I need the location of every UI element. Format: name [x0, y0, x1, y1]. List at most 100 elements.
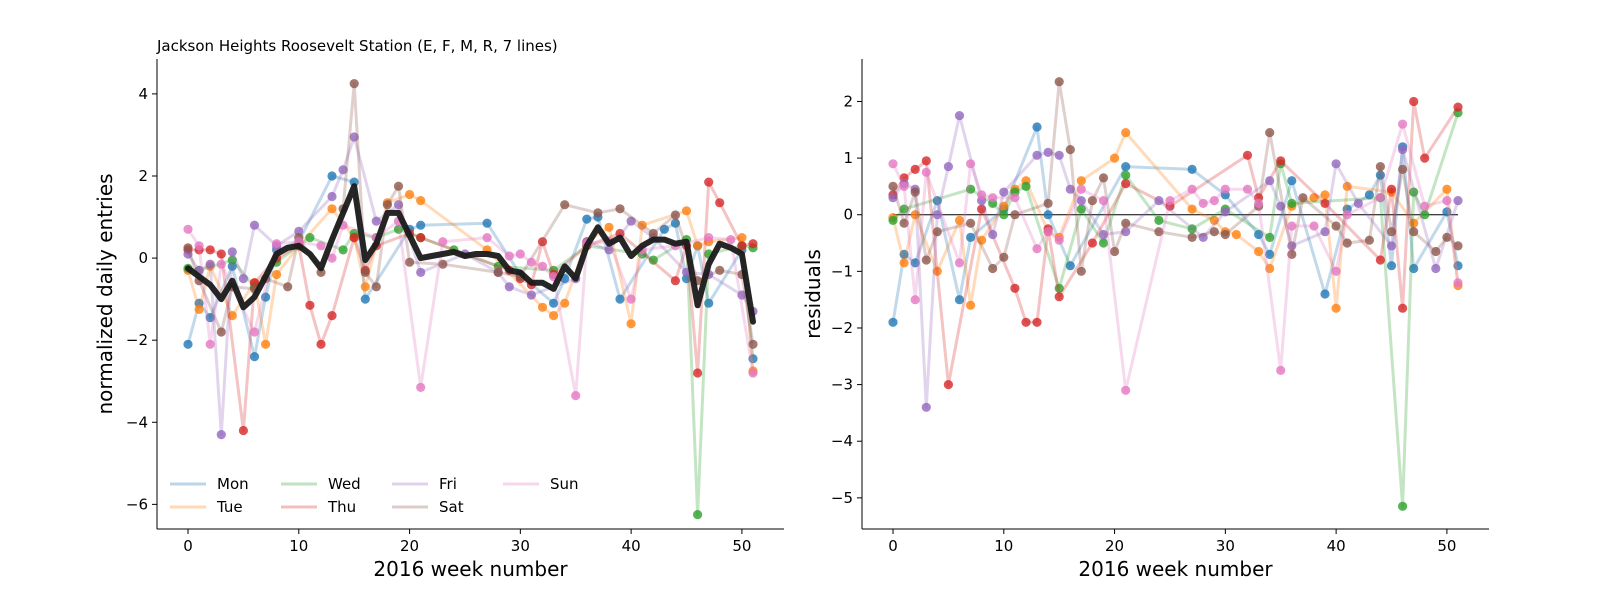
data-point — [1453, 241, 1463, 251]
data-point — [1386, 261, 1397, 271]
data-point — [748, 368, 758, 378]
data-point — [966, 218, 976, 228]
data-point — [349, 233, 359, 243]
data-point — [305, 233, 315, 243]
data-point — [1065, 261, 1075, 271]
data-point — [1032, 317, 1042, 327]
x-axis-label: 2016 week number — [1078, 557, 1273, 581]
data-point — [205, 245, 215, 255]
x-tick-label: 50 — [1437, 537, 1456, 555]
series-tue — [888, 128, 1463, 313]
x-tick-label: 10 — [994, 537, 1013, 555]
legend-item-fri: Fri — [392, 475, 457, 493]
x-tick-label: 0 — [888, 537, 898, 555]
data-point — [1187, 184, 1197, 194]
mean-series — [185, 183, 756, 325]
data-point — [393, 181, 404, 191]
legend-item-mon: Mon — [170, 475, 249, 493]
data-point — [1165, 196, 1175, 206]
data-point — [261, 292, 271, 302]
data-point — [560, 200, 570, 210]
data-point — [537, 261, 548, 271]
data-point — [888, 181, 898, 191]
y-tick-label: −6 — [126, 495, 148, 513]
data-point — [1364, 235, 1374, 245]
data-point — [1398, 164, 1408, 174]
data-point — [227, 255, 237, 265]
data-point — [748, 239, 758, 249]
data-point — [715, 265, 725, 275]
x-tick-label: 50 — [732, 537, 751, 555]
mean-line — [185, 183, 756, 325]
x-tick-label: 40 — [1327, 537, 1346, 555]
legend-item-wed: Wed — [281, 475, 361, 493]
data-point — [888, 215, 898, 225]
data-point — [338, 165, 348, 175]
data-point — [932, 227, 942, 237]
data-point — [932, 196, 942, 206]
data-point — [1453, 196, 1463, 206]
data-point — [1242, 150, 1253, 160]
data-point — [216, 249, 226, 259]
data-point — [637, 220, 647, 230]
data-point — [416, 233, 426, 243]
y-tick-label: 1 — [843, 149, 853, 167]
data-point — [349, 132, 359, 142]
data-point — [194, 241, 204, 251]
x-tick-label: 40 — [622, 537, 641, 555]
series-line-sat — [891, 80, 1459, 273]
data-point — [1054, 235, 1064, 245]
data-point — [1098, 238, 1109, 248]
data-point — [1254, 246, 1264, 257]
series-line-fri — [891, 114, 1460, 409]
data-point — [438, 237, 448, 247]
data-point — [966, 159, 976, 169]
data-point — [899, 218, 909, 228]
data-point — [272, 239, 282, 249]
data-point — [910, 258, 920, 268]
data-point — [1076, 184, 1086, 194]
data-point — [670, 218, 681, 228]
data-point — [515, 249, 525, 259]
data-point — [737, 241, 747, 251]
data-point — [1032, 122, 1042, 132]
data-point — [1032, 244, 1042, 254]
data-point — [393, 200, 404, 210]
data-point — [1331, 303, 1341, 313]
data-point — [1265, 128, 1275, 138]
data-point — [371, 216, 381, 226]
data-point — [1320, 227, 1330, 237]
x-tick-label: 10 — [289, 537, 308, 555]
data-point — [360, 267, 370, 277]
data-point — [549, 311, 559, 321]
data-point — [1209, 215, 1219, 225]
data-point — [921, 156, 931, 166]
data-point — [1375, 170, 1385, 180]
data-point — [1032, 150, 1042, 160]
data-point — [1409, 187, 1419, 197]
y-tick-label: −2 — [126, 331, 148, 349]
data-point — [1398, 119, 1408, 129]
data-point — [1431, 263, 1441, 274]
series-line-wed — [891, 112, 1460, 508]
data-point — [1054, 292, 1064, 302]
data-point — [954, 258, 965, 268]
data-point — [1121, 128, 1131, 138]
data-point — [1309, 221, 1319, 231]
data-point — [966, 300, 976, 310]
data-point — [194, 304, 204, 314]
data-point — [1198, 232, 1208, 242]
data-point — [1043, 227, 1053, 237]
data-point — [1265, 232, 1275, 242]
data-point — [1320, 198, 1330, 208]
data-point — [921, 255, 931, 265]
data-point — [1342, 238, 1352, 248]
data-point — [1386, 184, 1397, 194]
data-point — [593, 208, 603, 218]
data-point — [1010, 193, 1020, 203]
data-point — [977, 204, 987, 214]
series-line-fri — [186, 135, 755, 437]
data-point — [261, 339, 271, 349]
data-point — [1021, 317, 1031, 327]
